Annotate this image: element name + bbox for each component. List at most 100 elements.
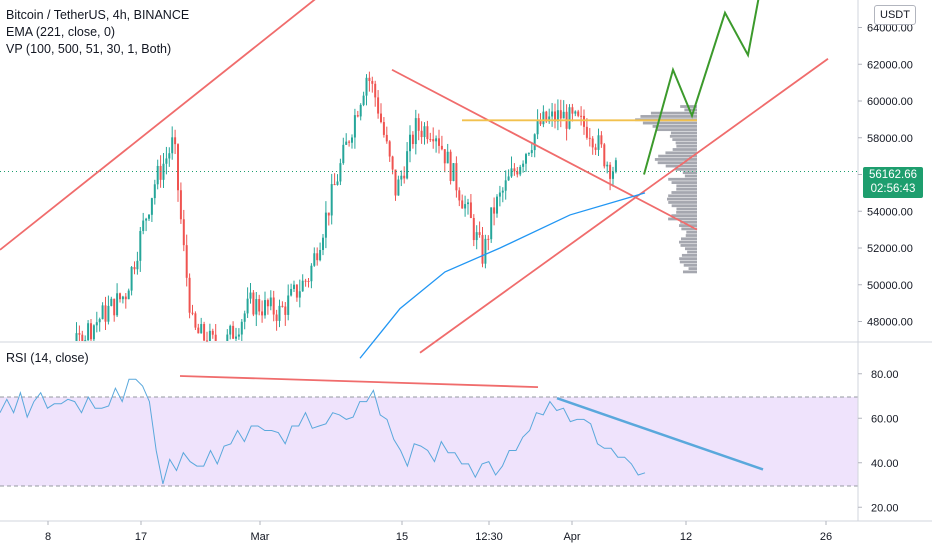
candle-body [124, 296, 127, 300]
candle-body [406, 151, 409, 179]
candle-body [264, 300, 266, 316]
forecast-path[interactable] [643, 0, 760, 175]
rsi-divergence-trendline[interactable] [179, 375, 539, 388]
volume-profile-bar [684, 108, 697, 112]
candle-body [330, 184, 333, 216]
volume-profile [635, 105, 697, 274]
candle-body [84, 340, 87, 342]
candle-body [194, 313, 197, 328]
time-tick-label: 26 [820, 531, 832, 543]
candle-body [237, 334, 240, 337]
candle-body [232, 325, 235, 339]
candle-body [385, 134, 388, 142]
candle-body [121, 296, 124, 300]
rising-support-trendline[interactable] [419, 58, 829, 354]
candle-body [542, 111, 545, 125]
volume-profile-bar [668, 194, 697, 198]
volume-profile-bar [684, 174, 697, 178]
candle-body [583, 115, 585, 127]
candle-body [136, 260, 139, 270]
descending-trendline[interactable] [391, 68, 698, 231]
rising-channel-trendline[interactable] [0, 0, 372, 251]
candle-body [435, 138, 438, 142]
volume-profile-bar [656, 128, 697, 132]
candle-body [525, 154, 527, 164]
volume-profile-bar [676, 210, 697, 214]
candle-body [449, 151, 452, 181]
candle-body [339, 163, 342, 182]
volume-profile-bar [679, 240, 697, 244]
candle-body [554, 111, 556, 122]
drawings[interactable] [0, 0, 858, 359]
volume-profile-bar [676, 184, 697, 188]
currency-button[interactable]: USDT [874, 5, 916, 25]
volume-profile-bar [676, 144, 697, 148]
candle-body [104, 305, 107, 322]
volume-profile-bar [688, 267, 697, 270]
candle-body [145, 218, 148, 221]
volume-profile-bar [668, 217, 697, 221]
volume-profile-bar [665, 164, 697, 168]
volume-profile-bar [640, 115, 697, 118]
candle-body [606, 164, 609, 167]
candle-body [527, 153, 530, 155]
volume-profile-bar [686, 230, 697, 234]
candle-body [548, 116, 551, 122]
candle-body [594, 147, 597, 150]
vp-legend[interactable]: VP (100, 500, 51, 30, 1, Both) [6, 42, 172, 56]
ema-legend[interactable]: EMA (221, close, 0) [6, 25, 116, 39]
candle-body [324, 212, 327, 238]
candle-body [252, 292, 255, 315]
candle-body [359, 104, 362, 117]
volume-profile-bar [679, 257, 697, 261]
candle-body [614, 160, 617, 172]
volume-profile-bar [671, 191, 697, 194]
candle-body [290, 288, 293, 296]
candle-body [275, 314, 278, 321]
candle-body [287, 295, 290, 315]
candle-body [365, 77, 368, 96]
rsi-descending-trendline[interactable] [556, 397, 764, 471]
candle-body [585, 126, 588, 138]
candle-body [353, 115, 356, 138]
time-tick-label: 12:30 [475, 531, 503, 543]
candle-body [597, 135, 600, 150]
candle-body [307, 280, 310, 282]
candle-body [316, 253, 319, 261]
candle-body [150, 198, 153, 215]
candle-body [429, 139, 432, 141]
candle-body [403, 175, 406, 179]
candle-body [414, 118, 417, 145]
candle-body [394, 169, 397, 196]
candle-body [333, 184, 336, 186]
candle-body [278, 305, 281, 321]
time-tick-label: Mar [251, 531, 270, 543]
candle-body [411, 134, 414, 145]
rsi-legend[interactable]: RSI (14, close) [6, 351, 89, 365]
candle-body [310, 265, 313, 282]
time-tick-label: 8 [45, 531, 51, 543]
candle-body [75, 333, 78, 341]
candle-body [498, 192, 501, 197]
candle-body [208, 330, 211, 341]
countdown-timer: 02:56:43 [870, 183, 916, 195]
candle-body [562, 111, 565, 119]
candle-body [426, 126, 429, 140]
candle-body [516, 171, 519, 175]
candle-body [461, 200, 464, 209]
volume-profile-bar [642, 121, 697, 125]
candle-body [127, 290, 130, 300]
candle-body [446, 151, 449, 164]
volume-profile-bar [670, 131, 697, 135]
symbol-title[interactable]: Bitcoin / TetherUS, 4h, BINANCE [6, 8, 190, 22]
candle-body [464, 204, 467, 209]
candle-body [478, 232, 481, 236]
candle-body [133, 267, 136, 270]
candle-body [443, 149, 446, 164]
volume-profile-bar [669, 134, 697, 138]
candle-body [191, 312, 194, 314]
candle-body [243, 313, 246, 322]
candle-body [203, 324, 206, 341]
price-tick-label: 48000.00 [867, 317, 913, 329]
